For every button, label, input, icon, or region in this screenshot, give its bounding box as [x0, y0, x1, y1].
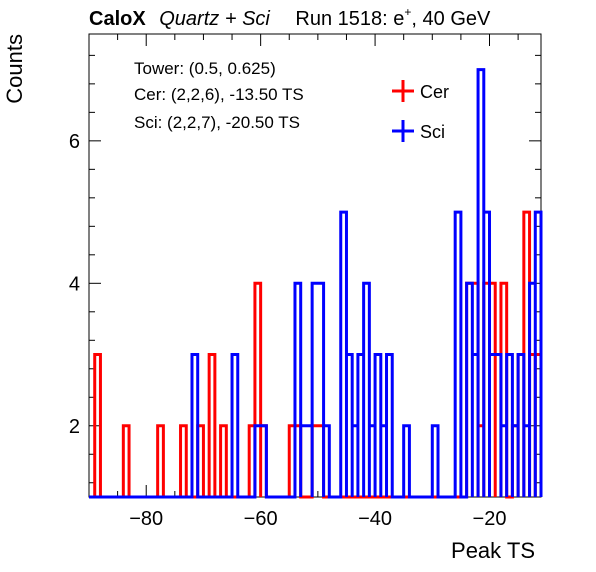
y-axis-label: Counts: [2, 34, 27, 104]
info-cer: Cer: (2,2,6), -13.50 TS: [134, 85, 304, 104]
legend-marker-sci: [392, 120, 414, 142]
legend-label-sci: Sci: [420, 122, 445, 142]
info-tower: Tower: (0.5, 0.625): [134, 59, 276, 78]
info-sci: Sci: (2,2,7), -20.50 TS: [134, 113, 300, 132]
y-tick-label: 6: [69, 131, 80, 153]
run-text: Run 1518: e: [295, 8, 404, 30]
y-tick-label: 2: [69, 416, 80, 438]
x-axis-label: Peak TS: [451, 538, 535, 563]
series-line-sci: [89, 68, 543, 499]
x-tick-label: −60: [244, 508, 278, 530]
chart-header: CaloX Quartz + Sci Run 1518: e+, 40 GeV: [89, 5, 491, 30]
run-tail: , 40 GeV: [411, 8, 491, 30]
x-tick-label: −40: [358, 508, 392, 530]
x-tick-label: −20: [473, 508, 507, 530]
x-tick-label: −80: [129, 508, 163, 530]
run-superscript: +: [404, 5, 411, 19]
config-name: Quartz + Sci: [159, 8, 270, 30]
legend-label-cer: Cer: [420, 82, 449, 102]
experiment-name: CaloX: [89, 8, 146, 30]
legend: Cer Sci: [392, 80, 449, 142]
y-tick-label: 4: [69, 273, 80, 295]
legend-marker-cer: [392, 80, 414, 102]
histogram-series: [89, 68, 543, 499]
